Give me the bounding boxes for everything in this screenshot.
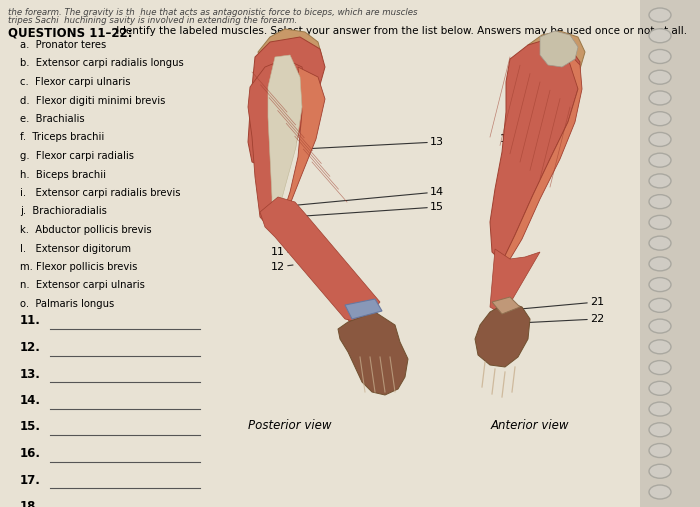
Text: Anterior view: Anterior view: [491, 419, 569, 432]
Text: 12: 12: [271, 262, 293, 272]
Text: 16: 16: [500, 134, 560, 145]
Text: l.   Extensor digitorum: l. Extensor digitorum: [20, 243, 131, 254]
Ellipse shape: [649, 174, 671, 188]
Polygon shape: [492, 297, 520, 314]
Text: 13: 13: [302, 137, 444, 149]
Text: 14: 14: [298, 187, 444, 205]
Ellipse shape: [649, 298, 671, 312]
Polygon shape: [278, 67, 374, 319]
Text: h.  Biceps brachii: h. Biceps brachii: [20, 169, 106, 179]
Text: 12.: 12.: [20, 341, 41, 354]
Text: 14.: 14.: [20, 394, 41, 407]
Polygon shape: [248, 59, 358, 322]
Ellipse shape: [649, 444, 671, 457]
Ellipse shape: [649, 402, 671, 416]
Text: 11.: 11.: [20, 314, 41, 328]
Text: 13.: 13.: [20, 368, 41, 380]
Text: e.  Brachialis: e. Brachialis: [20, 114, 85, 124]
Text: the forearm. The gravity is th  hue that acts as antagonistic force to biceps, w: the forearm. The gravity is th hue that …: [8, 8, 417, 17]
Text: 18.: 18.: [20, 500, 41, 507]
Ellipse shape: [649, 340, 671, 354]
Polygon shape: [525, 31, 585, 79]
Ellipse shape: [649, 464, 671, 478]
Text: 18: 18: [500, 194, 535, 204]
Ellipse shape: [649, 50, 671, 63]
Polygon shape: [502, 49, 582, 262]
Ellipse shape: [649, 91, 671, 105]
Text: 21: 21: [520, 297, 604, 309]
Text: o.  Palmaris longus: o. Palmaris longus: [20, 299, 114, 309]
Polygon shape: [540, 31, 578, 67]
Polygon shape: [345, 299, 382, 319]
Text: 17: 17: [500, 177, 540, 187]
Ellipse shape: [649, 485, 671, 499]
Text: c.  Flexor carpi ulnaris: c. Flexor carpi ulnaris: [20, 77, 130, 87]
Ellipse shape: [649, 360, 671, 375]
Text: 16.: 16.: [20, 447, 41, 460]
Text: b.  Extensor carpi radialis longus: b. Extensor carpi radialis longus: [20, 58, 183, 68]
Text: 22: 22: [518, 314, 604, 324]
Ellipse shape: [649, 319, 671, 333]
Ellipse shape: [649, 423, 671, 437]
Ellipse shape: [649, 195, 671, 209]
FancyBboxPatch shape: [0, 0, 640, 507]
Polygon shape: [248, 37, 325, 167]
Text: Identify the labeled muscles. Select your answer from the list below. Answers ma: Identify the labeled muscles. Select you…: [113, 26, 687, 36]
Polygon shape: [490, 39, 580, 262]
Text: 11: 11: [271, 247, 295, 257]
Ellipse shape: [649, 278, 671, 292]
Text: a.  Pronator teres: a. Pronator teres: [20, 40, 106, 50]
Text: QUESTIONS 11–22:: QUESTIONS 11–22:: [8, 26, 132, 39]
Ellipse shape: [649, 215, 671, 229]
Polygon shape: [490, 249, 540, 312]
Text: m. Flexor pollicis brevis: m. Flexor pollicis brevis: [20, 262, 137, 272]
Text: 15.: 15.: [20, 420, 41, 433]
Text: g.  Flexor carpi radialis: g. Flexor carpi radialis: [20, 151, 134, 161]
Polygon shape: [475, 302, 530, 367]
Ellipse shape: [649, 112, 671, 126]
Text: d.  Flexor digiti minimi brevis: d. Flexor digiti minimi brevis: [20, 95, 165, 105]
Ellipse shape: [649, 132, 671, 147]
Ellipse shape: [649, 236, 671, 250]
Text: Posterior view: Posterior view: [248, 419, 332, 432]
Text: n.  Extensor carpi ulnaris: n. Extensor carpi ulnaris: [20, 280, 145, 291]
Text: j.  Brachioradialis: j. Brachioradialis: [20, 206, 107, 216]
Polygon shape: [338, 312, 408, 395]
Ellipse shape: [649, 29, 671, 43]
Text: tripes Sachi  huchining savity is involved in extending the forearm.: tripes Sachi huchining savity is involve…: [8, 16, 298, 25]
Text: 20: 20: [500, 227, 525, 237]
Ellipse shape: [649, 70, 671, 84]
Ellipse shape: [649, 153, 671, 167]
Text: k.  Abductor pollicis brevis: k. Abductor pollicis brevis: [20, 225, 152, 235]
Text: 15: 15: [290, 202, 444, 217]
Polygon shape: [260, 197, 380, 322]
Ellipse shape: [649, 257, 671, 271]
Text: f.  Triceps brachii: f. Triceps brachii: [20, 132, 104, 142]
Polygon shape: [258, 29, 322, 79]
Polygon shape: [268, 55, 370, 312]
Text: 19: 19: [500, 210, 530, 220]
Ellipse shape: [649, 381, 671, 395]
Ellipse shape: [649, 8, 671, 22]
Text: 17.: 17.: [20, 474, 41, 487]
Text: i.   Extensor carpi radialis brevis: i. Extensor carpi radialis brevis: [20, 188, 181, 198]
